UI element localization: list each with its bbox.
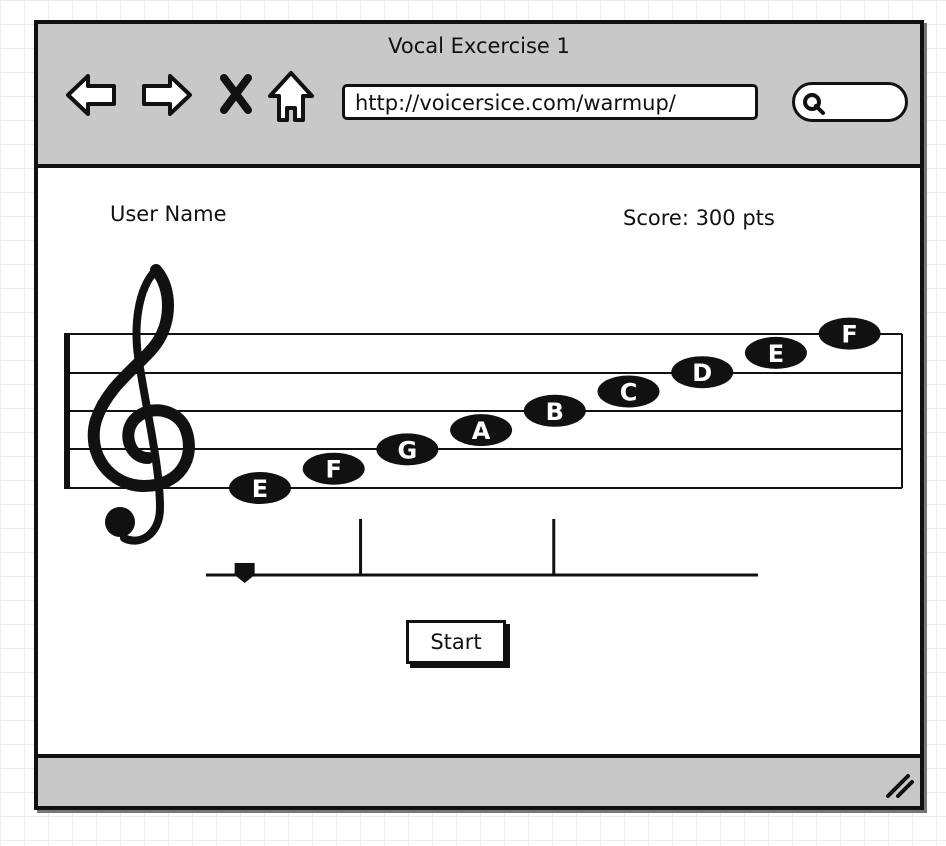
note-label: F: [841, 321, 857, 349]
note-e-7: E: [744, 336, 807, 369]
address-bar[interactable]: http://voicersice.com/warmup/: [342, 84, 758, 120]
note-label: E: [768, 340, 784, 368]
note-a-3: A: [450, 414, 513, 447]
home-icon[interactable]: [266, 70, 316, 122]
note-c-5: C: [597, 375, 660, 408]
note-d-6: D: [671, 356, 734, 389]
note-label: F: [325, 456, 341, 484]
staff-lines: [64, 333, 903, 489]
note-f-1: F: [302, 452, 365, 485]
score-display: Score: 300 pts: [623, 206, 775, 230]
window-title: Vocal Excercise 1: [388, 34, 570, 58]
start-button[interactable]: Start: [406, 620, 506, 664]
user-name: User Name: [110, 202, 227, 226]
search-input[interactable]: [792, 82, 908, 122]
progress-handle[interactable]: [234, 563, 255, 583]
note-label: G: [398, 436, 418, 464]
browser-chrome: Vocal Excercise 1 http://voicersice.com/…: [38, 24, 920, 168]
note-g-2: G: [376, 433, 439, 466]
treble-clef-icon: [87, 264, 195, 545]
page-content: User Name Score: 300 pts E F G A B C D E F: [38, 168, 920, 754]
arrow-left-icon[interactable]: [64, 70, 120, 120]
music-staff: E F G A B C D E F: [64, 264, 903, 583]
search-icon: [803, 93, 825, 115]
note-label: C: [620, 379, 638, 407]
note-b-4: B: [523, 394, 586, 427]
note-e-0: E: [229, 472, 291, 504]
status-bar: [38, 754, 920, 806]
browser-window: Vocal Excercise 1 http://voicersice.com/…: [34, 20, 924, 810]
note-f-8: F: [818, 317, 881, 350]
notes-group: E F G A B C D E F: [229, 317, 881, 504]
note-label: E: [252, 475, 268, 503]
arrow-right-icon[interactable]: [138, 70, 194, 120]
progress-track: [206, 519, 758, 583]
close-icon[interactable]: [216, 70, 256, 120]
note-label: D: [692, 359, 712, 387]
note-label: A: [472, 417, 491, 445]
note-label: B: [546, 398, 564, 426]
resize-grip-icon[interactable]: [882, 770, 916, 800]
